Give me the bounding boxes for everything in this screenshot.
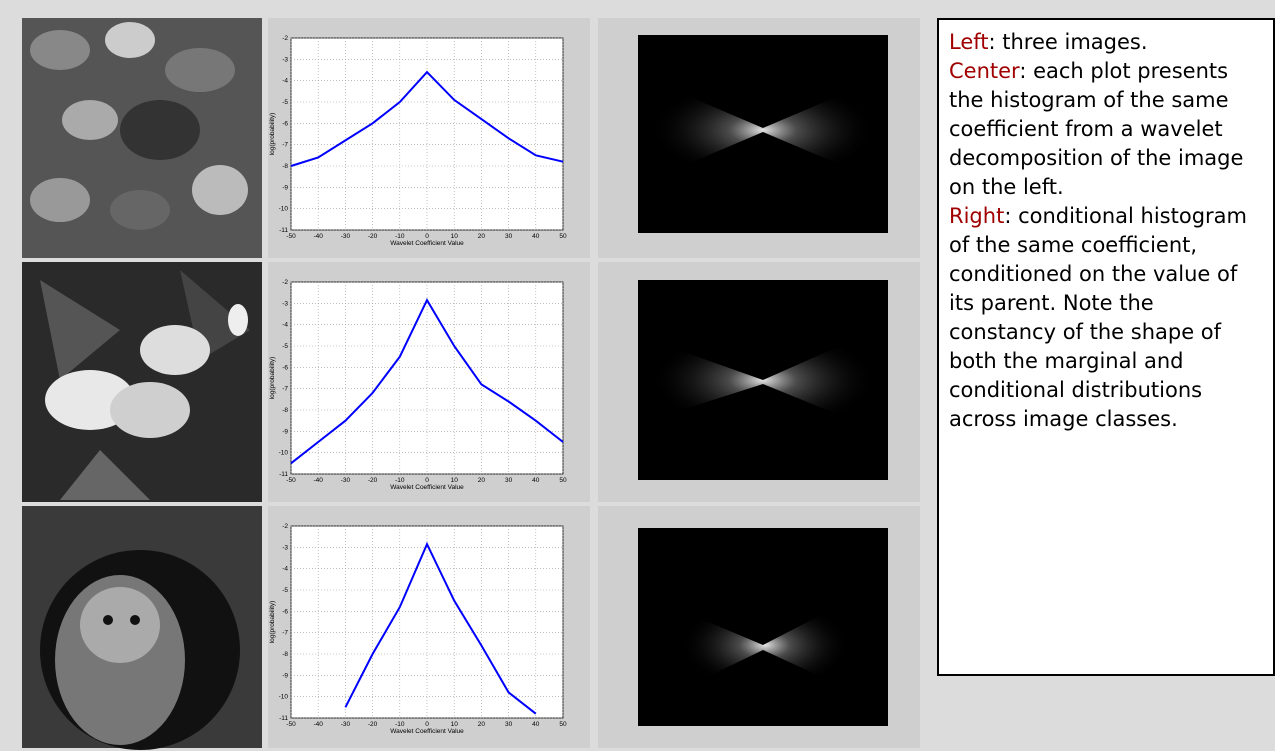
x-tick-label: 40 [532,477,540,484]
y-tick-label: -10 [279,694,289,701]
caption-label: Right [949,204,1004,228]
y-tick-label: -5 [282,343,288,350]
x-tick-label: -30 [341,233,351,240]
x-tick-label: 0 [425,233,429,240]
y-axis-label: log(probability) [269,113,276,156]
y-tick-label: -9 [282,184,288,191]
x-tick-label: -30 [341,721,351,728]
y-tick-label: -9 [282,672,288,679]
cond-hist [598,18,920,258]
y-tick-label: -6 [282,364,288,371]
x-tick-label: 50 [559,233,567,240]
x-tick-label: -10 [395,233,405,240]
x-tick-label: -20 [368,477,378,484]
x-tick-label: 20 [478,477,486,484]
caption-text: : conditional histogram of the same coef… [949,204,1247,431]
y-tick-label: -2 [282,523,288,530]
y-tick-label: -10 [279,450,289,457]
cond-hist [598,262,920,502]
x-tick-label: 0 [425,477,429,484]
x-tick-label: -50 [286,477,296,484]
photo-flowers [22,262,262,502]
x-tick-label: 10 [451,233,459,240]
x-tick-label: 40 [532,233,540,240]
y-tick-label: -9 [282,428,288,435]
x-tick-label: -40 [313,477,323,484]
y-tick-label: -6 [282,120,288,127]
y-tick-label: -6 [282,608,288,615]
y-tick-label: -2 [282,279,288,286]
caption-label: Center [949,59,1019,83]
y-tick-label: -4 [282,566,288,573]
y-tick-label: -10 [279,206,289,213]
y-tick-label: -4 [282,78,288,85]
x-tick-label: 0 [425,721,429,728]
caption-text: : three images. [989,30,1148,54]
y-axis-label: log(probability) [269,601,276,644]
y-tick-label: -11 [279,227,288,234]
y-tick-label: -5 [282,99,288,106]
page: -50-40-30-20-1001020304050-2-3-4-5-6-7-8… [0,0,1275,751]
x-axis-label: Wavelet Coefficient Value [390,484,464,491]
x-tick-label: -40 [313,233,323,240]
y-tick-label: -2 [282,35,288,42]
x-tick-label: 50 [559,477,567,484]
x-tick-label: 10 [451,477,459,484]
caption-paragraph: Left: three images. [949,28,1263,57]
x-tick-label: 30 [505,477,513,484]
y-tick-label: -7 [282,142,288,149]
x-tick-label: 10 [451,721,459,728]
y-tick-label: -7 [282,630,288,637]
x-tick-label: 40 [532,721,540,728]
x-tick-label: -50 [286,721,296,728]
photo-owl [22,506,262,750]
x-axis-label: Wavelet Coefficient Value [390,240,464,247]
y-tick-label: -3 [282,300,288,307]
photo-beans [22,18,262,258]
y-axis-label: log(probability) [269,357,276,400]
y-tick-label: -5 [282,587,288,594]
cond-hist [598,506,920,748]
x-tick-label: -30 [341,477,351,484]
x-tick-label: 20 [478,721,486,728]
y-tick-label: -8 [282,651,288,658]
x-tick-label: -40 [313,721,323,728]
x-tick-label: -20 [368,233,378,240]
y-tick-label: -3 [282,544,288,551]
x-tick-label: 20 [478,233,486,240]
y-tick-label: -11 [279,471,288,478]
caption-paragraph: Right: conditional histogram of the same… [949,202,1263,434]
x-axis-label: Wavelet Coefficient Value [390,728,464,735]
y-tick-label: -3 [282,56,288,63]
x-tick-label: -50 [286,233,296,240]
x-tick-label: -10 [395,721,405,728]
x-tick-label: 30 [505,233,513,240]
y-tick-label: -7 [282,386,288,393]
caption-paragraph: Center: each plot presents the histogram… [949,57,1263,202]
x-tick-label: 50 [559,721,567,728]
x-tick-label: -10 [395,477,405,484]
y-tick-label: -8 [282,407,288,414]
caption-box: Left: three images.Center: each plot pre… [937,18,1275,676]
x-tick-label: 30 [505,721,513,728]
caption-label: Left [949,30,989,54]
y-tick-label: -11 [279,715,288,722]
y-tick-label: -8 [282,163,288,170]
x-tick-label: -20 [368,721,378,728]
y-tick-label: -4 [282,322,288,329]
